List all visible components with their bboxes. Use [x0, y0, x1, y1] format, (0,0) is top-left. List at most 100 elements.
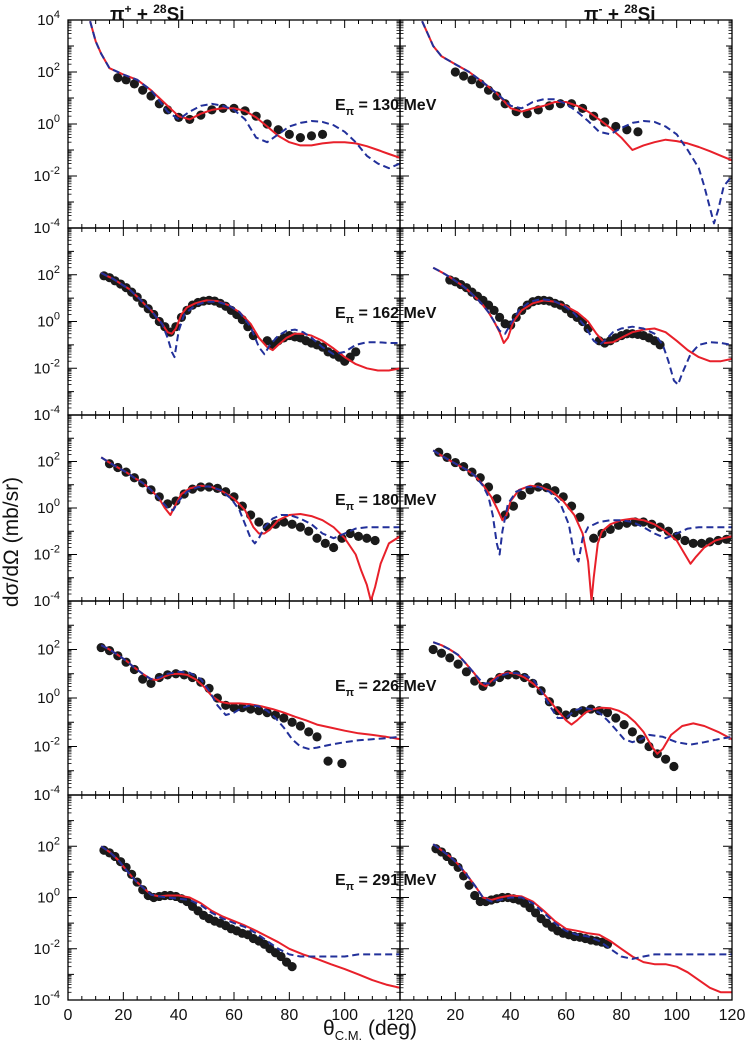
data-point [705, 537, 715, 547]
x-tick-label: 80 [612, 1007, 630, 1024]
panel-1-0: 10-4 10-2 100 102 Eπ = 162 MeV [34, 227, 437, 424]
data-point [517, 490, 527, 500]
data-point [696, 538, 707, 549]
dashed-curve [100, 456, 400, 545]
series-group [432, 447, 732, 601]
panel-frame [399, 414, 733, 602]
dashed-curve [100, 845, 400, 958]
y-tick-label: 10-4 [34, 217, 60, 237]
data-point [459, 71, 469, 81]
data-point [428, 644, 438, 655]
data-point [450, 67, 460, 77]
data-point [320, 538, 330, 549]
data-point [492, 494, 502, 504]
data-point [655, 340, 665, 350]
panel-frame [399, 794, 733, 1001]
title-mass-number: 28 [624, 2, 638, 16]
panel-0-0: 10-4 10-2 100 102 104 Eπ = 130 MeV [34, 9, 437, 237]
data-point [467, 75, 477, 85]
title-charge: + [124, 2, 132, 16]
data-point [262, 119, 272, 129]
y-tick-label: 100 [37, 687, 60, 707]
data-point [284, 129, 294, 139]
dashed-curve [100, 272, 400, 359]
data-point [688, 538, 698, 549]
data-point [287, 717, 297, 727]
y-tick-label: 10-2 [34, 357, 60, 377]
dashed-curve [100, 644, 400, 750]
data-point [121, 75, 131, 85]
data-point [492, 91, 502, 101]
dashed-curve [89, 20, 400, 170]
data-point [146, 678, 156, 689]
solid-curve [100, 845, 400, 989]
y-tick-label: 10-4 [34, 784, 60, 804]
panel-frame [399, 19, 733, 229]
data-point [254, 517, 264, 527]
y-tick-label: 102 [37, 264, 60, 284]
data-point [129, 664, 139, 675]
data-point [113, 73, 123, 83]
data-point [323, 756, 333, 766]
x-tick-label: 20 [114, 1007, 132, 1024]
panel-frame [399, 227, 733, 416]
panel-1-1 [399, 227, 733, 416]
data-point [254, 706, 264, 716]
data-point [633, 127, 643, 137]
data-point [295, 132, 305, 143]
data-point [464, 880, 474, 890]
data-point [304, 727, 314, 737]
data-point [287, 519, 297, 529]
x-tick-label: 120 [719, 1007, 746, 1024]
x-axis-label-sub: C.M. [334, 1028, 363, 1044]
data-point [279, 713, 289, 723]
data-point [229, 492, 239, 502]
data-point [370, 535, 380, 546]
data-point [196, 677, 206, 687]
x-tick-label: 120 [387, 1007, 414, 1024]
x-tick-label: 40 [502, 1007, 520, 1024]
energy-label: Eπ = 130 MeV [335, 97, 437, 118]
y-tick-label: 10-2 [34, 165, 60, 185]
panel-2-0: 10-4 10-2 100 102 Eπ = 180 MeV [34, 414, 437, 610]
solid-curve [421, 20, 732, 162]
data-point [602, 708, 613, 718]
data-point [445, 653, 455, 663]
data-point [351, 347, 361, 357]
dashed-curve [432, 641, 732, 746]
y-tick-label: 102 [37, 639, 60, 659]
data-point [337, 758, 347, 769]
y-tick-label: 10-2 [34, 736, 60, 756]
data-point [196, 482, 206, 492]
data-point [154, 492, 164, 502]
data-point [295, 522, 305, 532]
title-mass-number: 28 [153, 2, 167, 16]
series-group [432, 266, 732, 386]
solid-curve [432, 843, 732, 994]
y-tick-label: 100 [37, 497, 60, 517]
data-point [575, 512, 585, 522]
panel-3-1 [399, 600, 733, 796]
data-point [611, 713, 621, 723]
dashed-curve [432, 843, 732, 960]
y-tick-label: 10-4 [34, 989, 60, 1009]
y-tick-label: 100 [37, 113, 60, 133]
data-point [127, 869, 137, 879]
data-point [489, 305, 499, 315]
data-point [312, 732, 322, 742]
energy-label: Eπ = 226 MeV [335, 678, 437, 699]
x-tick-label: 80 [280, 1007, 298, 1024]
data-point [663, 526, 673, 536]
dashed-curve [432, 266, 732, 386]
data-point [287, 962, 297, 972]
title-plus: + [602, 4, 625, 26]
y-tick-label: 10-4 [34, 404, 60, 424]
y-tick-label: 100 [37, 887, 60, 907]
y-axis-label: dσ/dΩ (mb/sr) [0, 476, 23, 608]
data-point [362, 533, 372, 543]
x-tick-label: 0 [64, 1007, 73, 1024]
data-point [276, 951, 286, 962]
panel-0-1 [399, 19, 733, 229]
data-point [627, 727, 638, 737]
